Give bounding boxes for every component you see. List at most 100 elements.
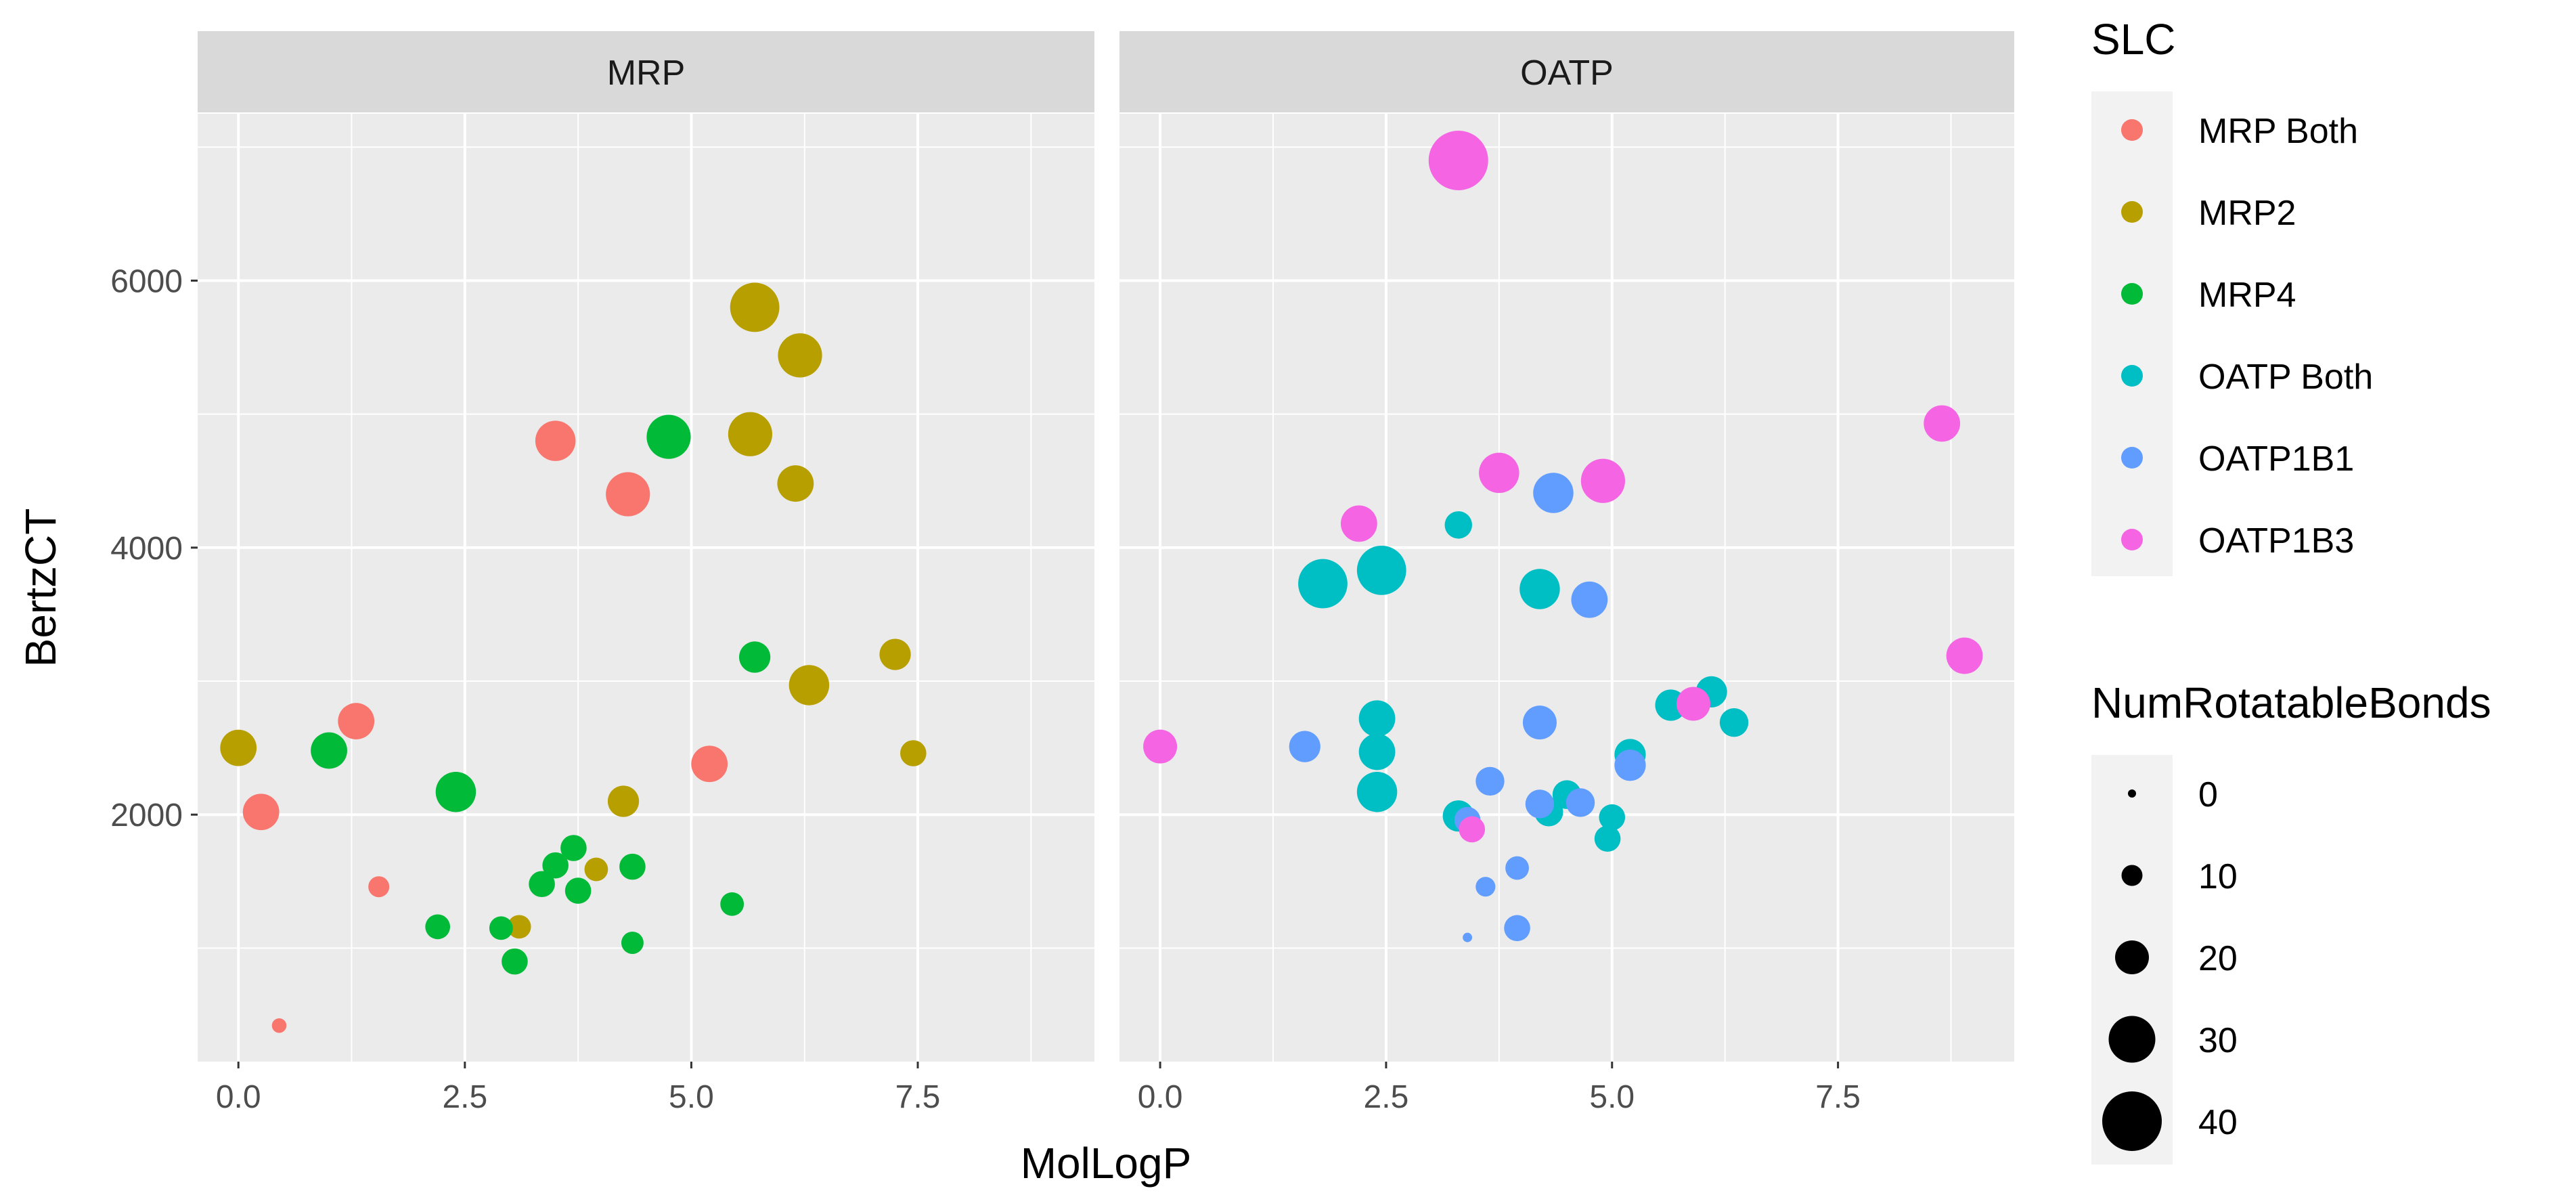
legend-label-mrp2: MRP2: [2198, 194, 2296, 233]
point-mrp-mrp4: [621, 932, 644, 954]
point-mrp-mrp2: [789, 665, 830, 705]
point-mrp-mrp2: [730, 282, 780, 332]
legend-key-oatp-both: [2121, 365, 2143, 387]
size-legend-key: [2121, 865, 2143, 886]
point-oatp-oatp1b3: [1143, 729, 1178, 764]
point-oatp-oatp-both: [1519, 569, 1560, 609]
point-mrp-mrp4: [619, 853, 646, 880]
point-mrp-mrp4: [529, 871, 555, 898]
point-oatp-oatp1b1: [1504, 915, 1530, 942]
point-oatp-oatp1b3: [1428, 131, 1488, 191]
point-mrp-mrp-both: [338, 703, 375, 740]
point-mrp-mrp2: [507, 915, 531, 939]
size-legend-label: 40: [2198, 1103, 2238, 1142]
color-legend: SLC MRP Both MRP2 MRP4 OATP Both OATP1B1 OATP…: [2091, 15, 2373, 576]
point-oatp-oatp-both: [1358, 700, 1396, 737]
point-mrp-mrp4: [560, 835, 587, 861]
point-oatp-oatp-both: [1599, 804, 1626, 831]
point-oatp-oatp1b1: [1475, 766, 1505, 796]
point-oatp-oatp-both: [1444, 511, 1473, 539]
point-oatp-oatp1b1: [1571, 581, 1608, 618]
point-oatp-oatp1b1: [1463, 932, 1473, 942]
point-mrp-mrp2: [879, 638, 911, 670]
point-oatp-oatp-both: [1594, 825, 1621, 852]
point-mrp-mrp4: [425, 914, 451, 940]
size-legend-key: [2102, 1091, 2162, 1151]
point-oatp-oatp-both: [1719, 708, 1749, 737]
point-mrp-mrp4: [502, 948, 528, 975]
point-oatp-oatp1b1: [1525, 789, 1555, 819]
point-oatp-oatp1b3: [1676, 687, 1710, 721]
y-tick-label: 4000: [110, 531, 183, 567]
legend-key-mrp2: [2121, 201, 2143, 223]
point-mrp-mrp2: [584, 857, 608, 882]
size-legend-label: 30: [2198, 1021, 2238, 1060]
point-oatp-oatp-both: [1356, 545, 1406, 595]
x-tick-label: 5.0: [669, 1079, 714, 1115]
legend-label-oatp1b3: OATP1B3: [2198, 521, 2354, 561]
grid-lines: [198, 114, 2014, 1062]
axes: 0.0 2.5 5.0 7.5 0.0 2.5 5.0 7.5 2000 4000 6000: [110, 263, 1861, 1115]
point-mrp-mrp-both: [368, 876, 390, 898]
point-oatp-oatp1b1: [1475, 877, 1496, 897]
point-mrp-mrp4: [542, 852, 569, 879]
facet-strip-oatp: [1119, 31, 2014, 112]
panel-mrp: [198, 114, 1094, 1062]
legend-key-mrp-both: [2121, 119, 2143, 141]
point-oatp-oatp1b1: [1565, 788, 1595, 817]
point-oatp-oatp1b3: [1340, 505, 1377, 542]
point-mrp-mrp2: [220, 729, 257, 766]
size-legend: NumRotatableBonds 0 10 20 30 40: [2091, 678, 2491, 1165]
color-legend-title: SLC: [2091, 15, 2176, 64]
facet-strip-mrp: [198, 31, 1094, 112]
point-mrp-mrp2: [728, 412, 773, 456]
legend-key-mrp4: [2121, 283, 2143, 305]
legend-label-oatp-both: OATP Both: [2198, 357, 2373, 397]
point-mrp-mrp4: [435, 771, 476, 812]
point-mrp-mrp4: [739, 641, 771, 673]
panel-oatp: [1119, 114, 2014, 1062]
point-oatp-oatp1b1: [1289, 731, 1320, 762]
x-tick-label: 2.5: [1364, 1079, 1409, 1115]
y-axis-title: BertzCT: [16, 508, 65, 668]
size-legend-label: 10: [2198, 857, 2238, 896]
point-oatp-oatp-both: [1298, 559, 1348, 609]
size-legend-key: [2108, 1016, 2156, 1063]
point-mrp-mrp4: [311, 732, 347, 769]
point-oatp-oatp-both: [1356, 771, 1398, 812]
point-mrp-mrp-both: [691, 745, 728, 783]
facet-label-mrp: MRP: [607, 53, 686, 93]
y-tick-label: 2000: [110, 798, 183, 833]
size-legend-key: [2128, 789, 2136, 798]
x-tick-label: 7.5: [895, 1079, 941, 1115]
data-points: [220, 131, 1983, 1033]
facet-label-oatp: OATP: [1520, 53, 1614, 93]
point-mrp-mrp4: [489, 916, 513, 940]
point-oatp-oatp1b1: [1614, 749, 1646, 781]
point-mrp-mrp4: [720, 892, 745, 916]
legend-label-mrp4: MRP4: [2198, 276, 2296, 315]
point-mrp-mrp4: [646, 414, 691, 459]
x-tick-label: 5.0: [1589, 1079, 1635, 1115]
y-tick-label: 6000: [110, 263, 183, 299]
point-oatp-oatp1b1: [1522, 705, 1557, 740]
point-oatp-oatp1b1: [1533, 473, 1574, 513]
point-oatp-oatp1b3: [1459, 816, 1486, 843]
size-legend-label: 0: [2198, 775, 2218, 814]
legend-key-oatp1b3: [2121, 529, 2143, 550]
color-legend-keys-bg: [2091, 91, 2173, 576]
point-mrp-mrp2: [778, 333, 822, 378]
point-mrp-mrp4: [564, 877, 592, 904]
size-legend-key: [2115, 940, 2149, 974]
point-oatp-oatp1b3: [1946, 637, 1983, 674]
x-axis-title: MolLogP: [1021, 1139, 1192, 1188]
x-tick-label: 0.0: [216, 1079, 261, 1115]
size-legend-title: NumRotatableBonds: [2091, 678, 2491, 727]
point-mrp-mrp-both: [242, 794, 280, 831]
x-tick-label: 0.0: [1138, 1079, 1183, 1115]
point-oatp-oatp1b3: [1580, 458, 1626, 503]
point-oatp-oatp-both: [1358, 733, 1396, 770]
x-tick-label: 7.5: [1815, 1079, 1861, 1115]
point-oatp-oatp1b3: [1924, 405, 1961, 442]
